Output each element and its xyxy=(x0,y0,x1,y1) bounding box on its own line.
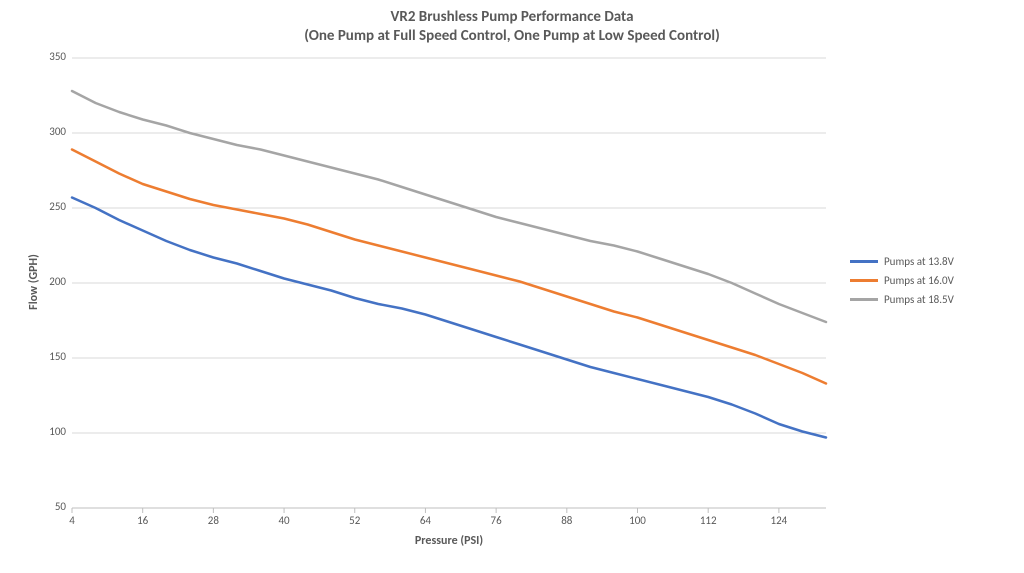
legend-item: Pumps at 13.8V xyxy=(850,255,954,268)
y-tick-label: 250 xyxy=(49,200,66,213)
legend-label: Pumps at 16.0V xyxy=(884,274,954,287)
x-tick-label: 100 xyxy=(623,514,653,527)
x-tick-label: 88 xyxy=(552,514,582,527)
x-tick-label: 16 xyxy=(128,514,158,527)
legend: Pumps at 13.8V Pumps at 16.0V Pumps at 18.… xyxy=(850,255,954,312)
y-axis-label: Flow (GPH) xyxy=(27,254,41,310)
y-tick-label: 150 xyxy=(49,350,66,363)
series-line xyxy=(72,198,826,438)
x-tick-label: 52 xyxy=(340,514,370,527)
y-tick-label: 300 xyxy=(49,125,66,138)
x-axis-label: Pressure (PSI) xyxy=(72,534,826,548)
x-tick-label: 40 xyxy=(269,514,299,527)
y-tick-label: 50 xyxy=(55,500,66,513)
legend-item: Pumps at 16.0V xyxy=(850,274,954,287)
legend-swatch xyxy=(850,298,878,301)
legend-swatch xyxy=(850,279,878,282)
y-tick-label: 200 xyxy=(49,275,66,288)
chart-container: VR2 Brushless Pump Performance Data (One… xyxy=(0,0,1024,573)
x-tick-label: 64 xyxy=(410,514,440,527)
y-tick-label: 100 xyxy=(49,425,66,438)
x-tick-label: 112 xyxy=(693,514,723,527)
x-tick-label: 28 xyxy=(198,514,228,527)
legend-label: Pumps at 13.8V xyxy=(884,255,954,268)
x-tick-label: 76 xyxy=(481,514,511,527)
x-tick-label: 4 xyxy=(57,514,87,527)
legend-item: Pumps at 18.5V xyxy=(850,293,954,306)
series-line xyxy=(72,91,826,322)
y-tick-label: 350 xyxy=(49,50,66,63)
legend-label: Pumps at 18.5V xyxy=(884,293,954,306)
x-tick-label: 124 xyxy=(764,514,794,527)
series-line xyxy=(72,150,826,384)
legend-swatch xyxy=(850,260,878,263)
